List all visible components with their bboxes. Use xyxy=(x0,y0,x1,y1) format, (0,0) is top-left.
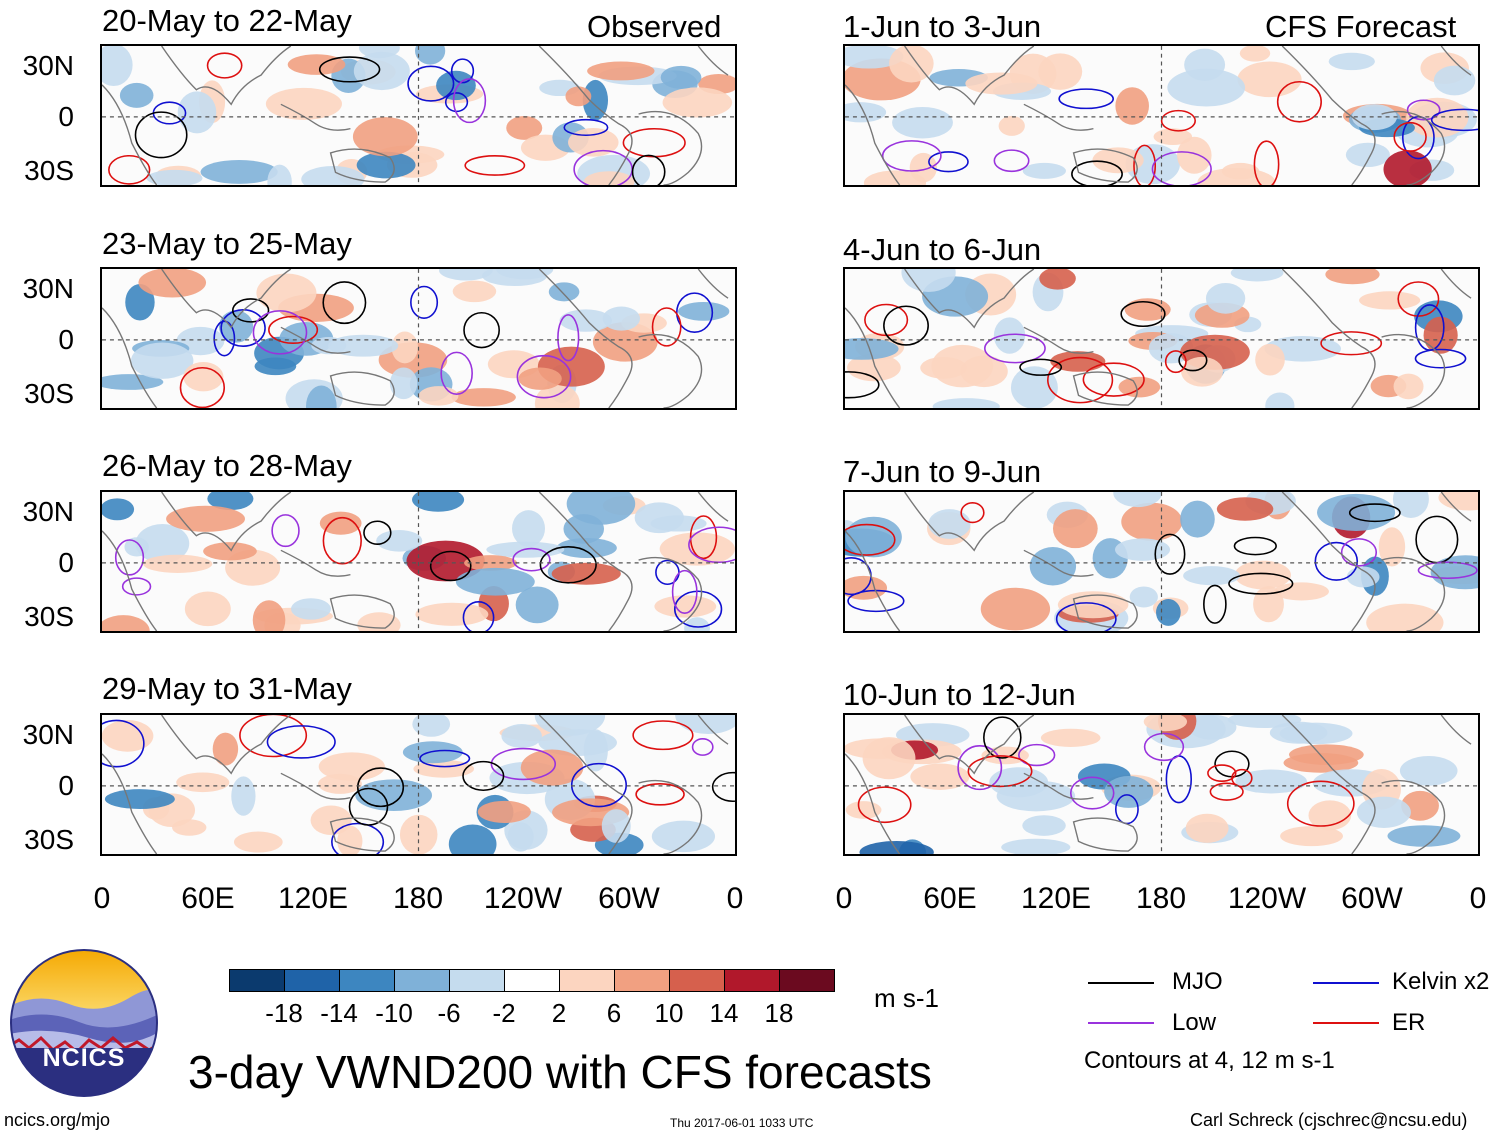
colorbar-swatch xyxy=(229,969,285,992)
legend-note: Contours at 4, 12 m s-1 xyxy=(1084,1047,1335,1074)
colorbar-units: m s-1 xyxy=(874,983,939,1013)
colorbar-tick-label: -18 xyxy=(265,998,303,1028)
legend-line-er xyxy=(1313,1022,1379,1024)
lat-label: 30S xyxy=(24,378,74,409)
main-title: 3-day VWND200 with CFS forecasts xyxy=(188,1046,932,1098)
lon-label: 180 xyxy=(1135,882,1187,915)
colorbar-tick-label: -2 xyxy=(492,998,516,1028)
logo-text: NCICS xyxy=(42,1044,126,1072)
colorbar-tick-label: 10 xyxy=(654,998,684,1028)
colorbar-swatch xyxy=(724,969,780,992)
colorbar-swatch xyxy=(779,969,835,992)
lon-label: 0 xyxy=(835,882,853,915)
lon-label: 60W xyxy=(1341,882,1403,915)
panel-title-r2: 4-Jun to 6-Jun xyxy=(843,232,1042,267)
lat-label: 30N xyxy=(22,496,74,527)
lon-label: 60W xyxy=(598,882,660,915)
footer-timestamp: Thu 2017-06-01 1033 UTC xyxy=(670,1116,814,1130)
legend-label-mjo: MJO xyxy=(1172,968,1223,995)
map-panel-r1 xyxy=(843,44,1480,187)
lat-label: 30N xyxy=(22,50,74,81)
lon-label: 0 xyxy=(726,882,744,915)
footer-credit: Carl Schreck (cjschrec@ncsu.edu) xyxy=(1190,1110,1468,1130)
footer-url[interactable]: ncics.org/mjo xyxy=(4,1110,111,1130)
lon-label: 0 xyxy=(1469,882,1487,915)
lat-label: 0 xyxy=(58,547,74,578)
colorbar-tick-label: -14 xyxy=(320,998,358,1028)
cfs-forecast-label: CFS Forecast xyxy=(1265,9,1457,44)
map-panel-l3 xyxy=(100,490,737,633)
lat-label: 30N xyxy=(22,273,74,304)
lat-label: 0 xyxy=(58,770,74,801)
lon-label: 120W xyxy=(1227,882,1307,915)
panel-title-l2: 23-May to 25-May xyxy=(102,226,352,261)
lon-label: 120W xyxy=(483,882,563,915)
lon-label: 120E xyxy=(277,882,349,915)
lon-label: 60E xyxy=(181,882,235,915)
map-panel-r2 xyxy=(843,267,1480,410)
colorbar-swatch xyxy=(614,969,670,992)
colorbar-tick-label: -10 xyxy=(375,998,413,1028)
map-panel-l1 xyxy=(100,44,737,187)
legend-line-mjo xyxy=(1088,982,1154,984)
legend-label-er: ER xyxy=(1392,1009,1426,1036)
lon-label: 0 xyxy=(93,882,111,915)
legend-label-kelvin: Kelvin x2 xyxy=(1392,968,1490,995)
colorbar-swatch xyxy=(394,969,450,992)
lat-label: 30S xyxy=(24,824,74,855)
colorbar-tick-label: 6 xyxy=(606,998,622,1028)
lat-label: 30N xyxy=(22,719,74,750)
panel-title-l4: 29-May to 31-May xyxy=(102,671,352,706)
lon-label: 60E xyxy=(923,882,977,915)
ncics-logo: NCICS xyxy=(9,948,159,1098)
colorbar-tick-label: 14 xyxy=(709,998,739,1028)
map-panel-l2 xyxy=(100,267,737,410)
map-panel-l4 xyxy=(100,713,737,856)
lat-label: 0 xyxy=(58,101,74,132)
colorbar-swatch xyxy=(284,969,340,992)
map-panel-r3 xyxy=(843,490,1480,633)
lat-label: 30S xyxy=(24,601,74,632)
legend-line-low xyxy=(1088,1022,1154,1024)
panel-title-l3: 26-May to 28-May xyxy=(102,448,352,483)
lon-label: 120E xyxy=(1020,882,1092,915)
colorbar-tick-label: -6 xyxy=(437,998,461,1028)
colorbar-swatch xyxy=(504,969,560,992)
colorbar-swatch xyxy=(339,969,395,992)
panel-title-r4: 10-Jun to 12-Jun xyxy=(843,677,1076,712)
colorbar-swatch xyxy=(449,969,505,992)
legend-label-low: Low xyxy=(1172,1009,1217,1036)
colorbar-swatch xyxy=(559,969,615,992)
legend-line-kelvin xyxy=(1313,982,1379,984)
observed-label: Observed xyxy=(587,9,722,44)
panel-title-l1: 20-May to 22-May xyxy=(102,3,352,38)
panel-title-r3: 7-Jun to 9-Jun xyxy=(843,454,1042,489)
colorbar-swatch xyxy=(669,969,725,992)
lat-label: 0 xyxy=(58,324,74,355)
lon-label: 180 xyxy=(392,882,444,915)
map-panel-r4 xyxy=(843,713,1480,856)
colorbar-tick-label: 18 xyxy=(764,998,794,1028)
lat-label: 30S xyxy=(24,155,74,186)
panel-title-r1: 1-Jun to 3-Jun xyxy=(843,9,1042,44)
colorbar-tick-label: 2 xyxy=(551,998,567,1028)
